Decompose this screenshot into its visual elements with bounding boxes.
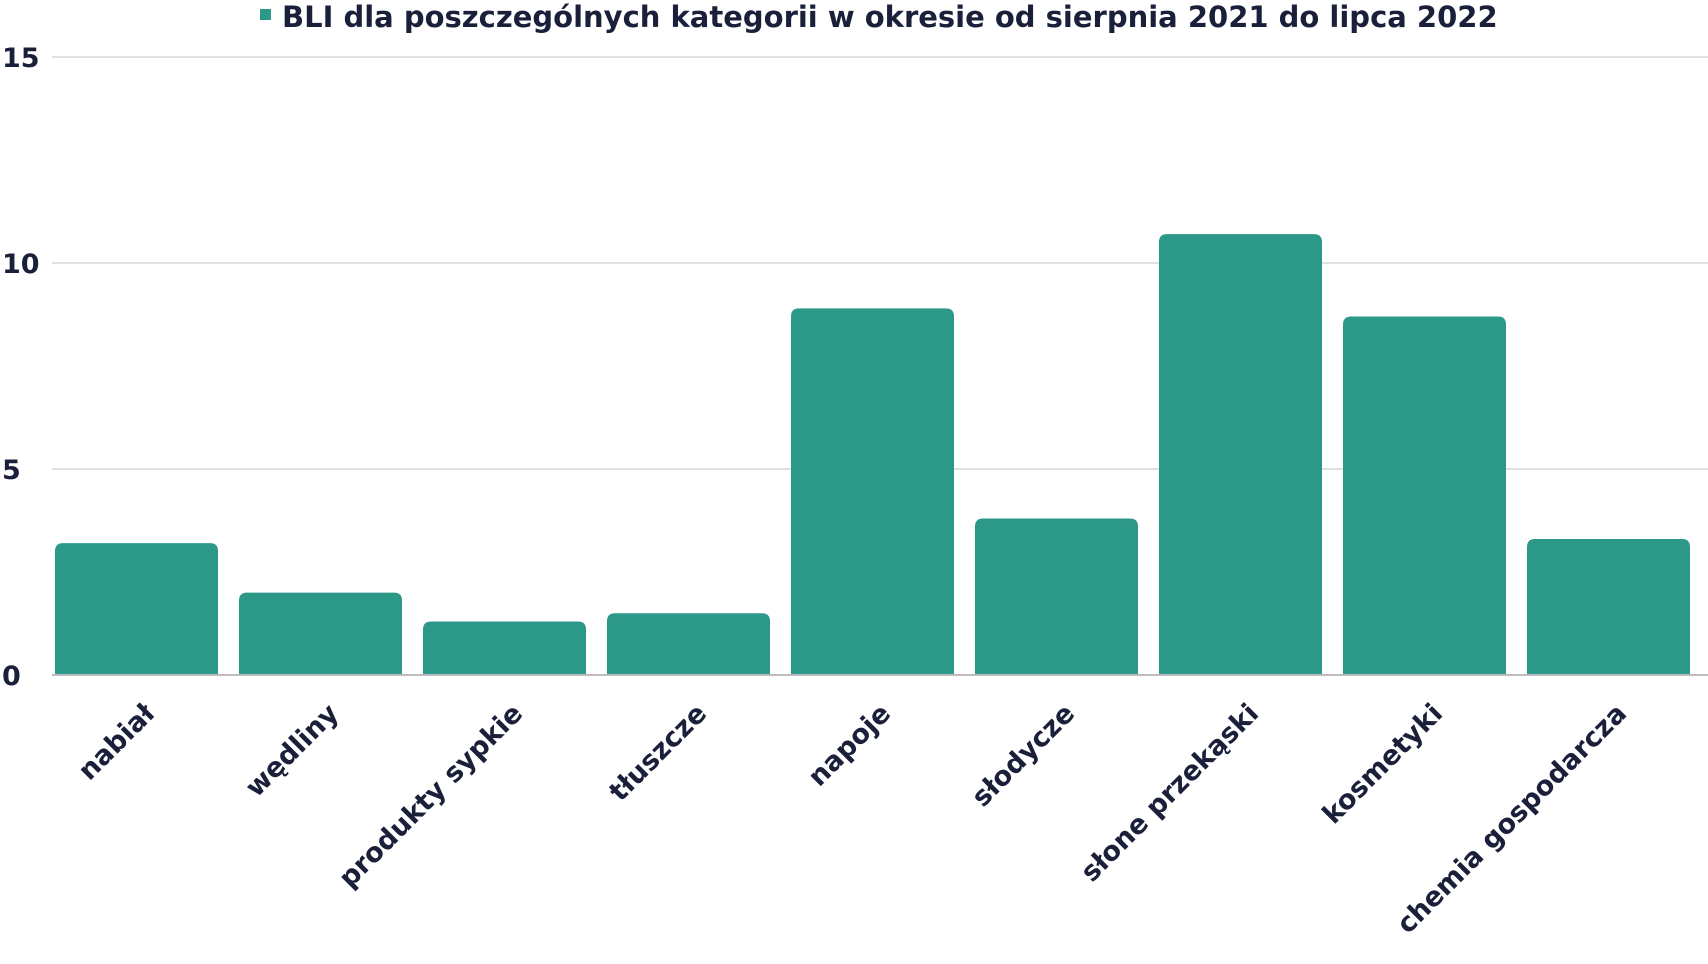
bar xyxy=(607,613,770,675)
x-category-label: napoje xyxy=(802,698,897,793)
y-tick-label: 0 xyxy=(2,661,21,692)
x-category-label: słodycze xyxy=(966,698,1081,813)
bars xyxy=(55,234,1690,675)
bar xyxy=(423,621,586,675)
x-category-label: wędliny xyxy=(240,698,346,804)
bar xyxy=(975,518,1138,675)
y-tick-label: 5 xyxy=(2,455,21,486)
legend-label: BLI dla poszczególnych kategorii w okres… xyxy=(282,0,1498,34)
bar xyxy=(55,543,218,675)
bar xyxy=(1343,316,1506,675)
bar xyxy=(239,592,402,675)
x-category-label: tłuszcze xyxy=(603,698,713,808)
bar xyxy=(1159,234,1322,675)
y-axis-ticks: 0 5 10 15 xyxy=(2,43,40,692)
y-tick-label: 10 xyxy=(2,249,40,280)
bar xyxy=(1527,539,1690,675)
x-category-label: słone przekąski xyxy=(1075,698,1265,888)
x-category-label: nabiał xyxy=(72,697,161,786)
y-tick-label: 15 xyxy=(2,43,40,74)
bar xyxy=(791,308,954,675)
legend: BLI dla poszczególnych kategorii w okres… xyxy=(260,0,1498,34)
legend-swatch xyxy=(260,9,271,20)
x-category-label: kosmetyki xyxy=(1317,698,1449,830)
x-category-label: produkty sypkie xyxy=(333,698,529,894)
